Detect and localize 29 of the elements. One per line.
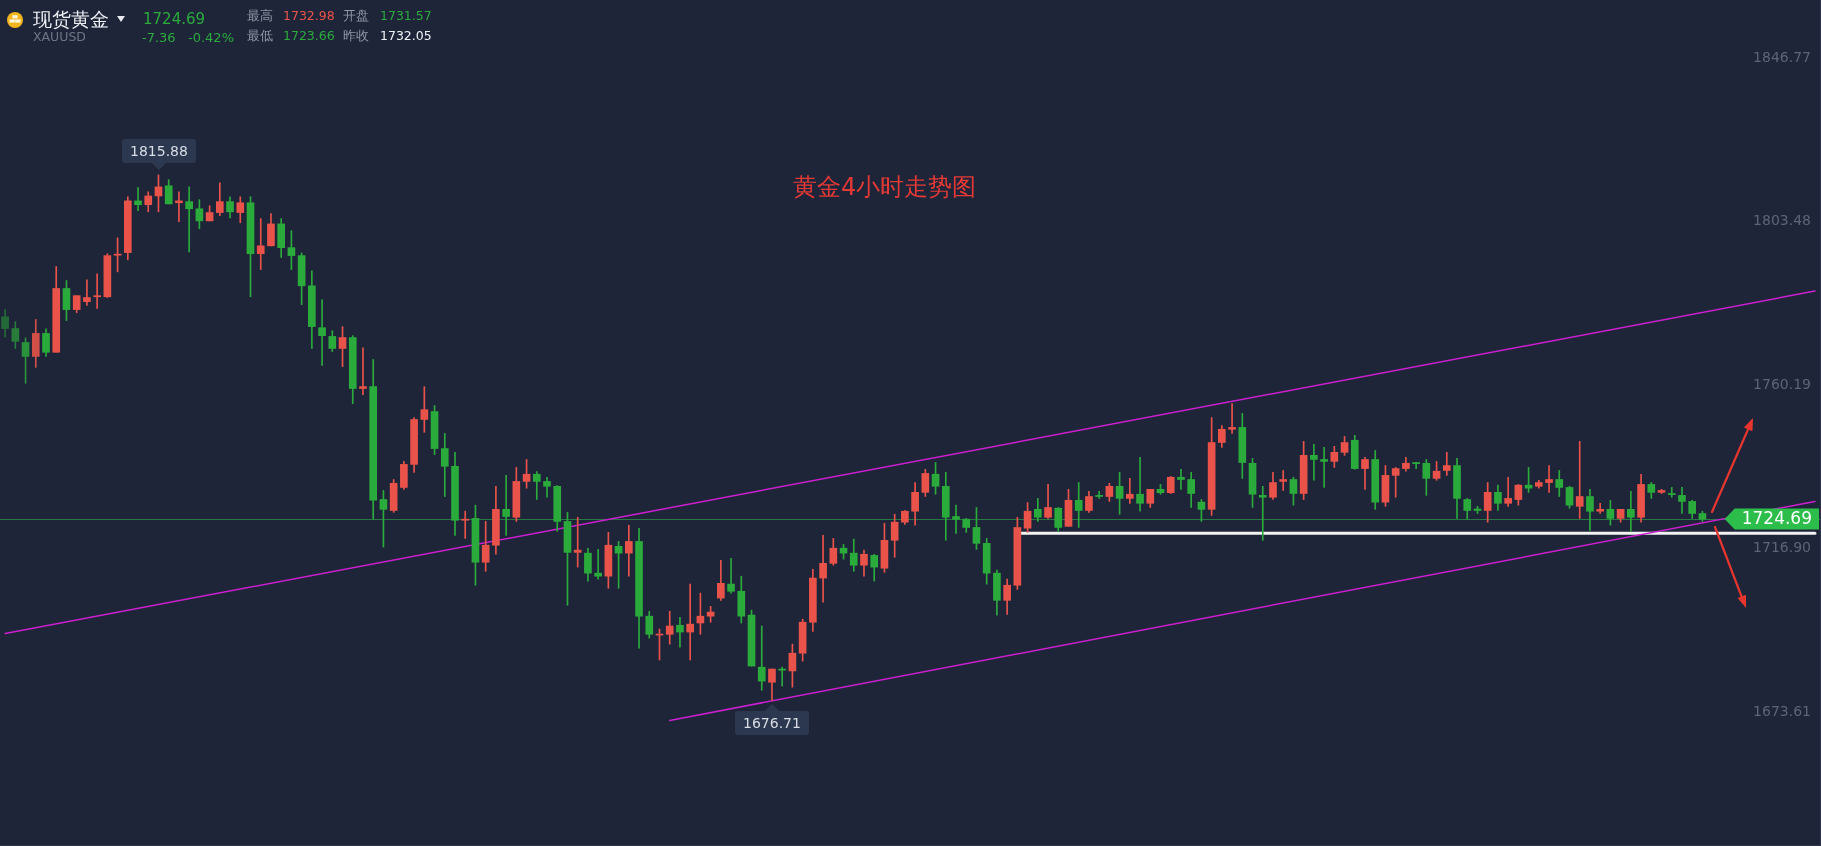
candlestick	[1166, 476, 1175, 494]
y-tick-label: 1673.61	[1753, 702, 1811, 719]
y-tick-label: 1716.90	[1753, 539, 1811, 556]
annotation: -0.42%	[188, 29, 234, 45]
annotation: -7.36	[142, 29, 176, 45]
annotation: 现货黄金	[33, 7, 109, 30]
candlestick	[1258, 485, 1267, 541]
candlestick	[1279, 470, 1288, 491]
candlestick	[1596, 502, 1604, 514]
annotation: 1815.88	[122, 139, 196, 163]
annotation: 1732.05	[380, 27, 432, 43]
annotation: 最低	[247, 27, 273, 43]
candlestick	[1320, 447, 1328, 488]
annotation: 1723.66	[283, 27, 335, 43]
annotation: 昨收	[343, 27, 369, 43]
annotation: 1732.98	[283, 7, 335, 23]
annotation: XAUUSD	[33, 28, 86, 44]
annotation: 1676.71	[735, 711, 809, 735]
annotation: 最高	[247, 7, 273, 23]
candlestick	[1228, 403, 1236, 434]
annotation: 开盘	[343, 7, 369, 23]
y-tick-label: 1760.19	[1753, 375, 1811, 392]
annotation: 1724.69	[143, 9, 206, 27]
annotation: 1731.57	[380, 7, 432, 23]
y-tick-label: 1846.77	[1753, 48, 1811, 65]
text: 黄金4小时走势图	[793, 173, 977, 201]
y-tick-label: 1803.48	[1753, 212, 1811, 229]
ref-line-label: 1724.69	[1741, 508, 1813, 529]
candlestick	[359, 347, 367, 395]
